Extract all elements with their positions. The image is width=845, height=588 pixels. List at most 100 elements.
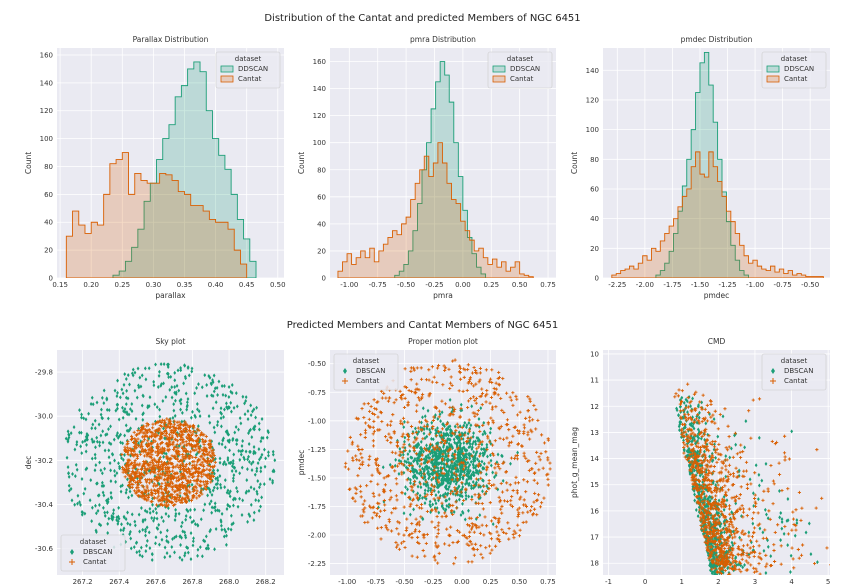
- point-cantat: [507, 428, 511, 432]
- point-cantat: [493, 544, 498, 548]
- point-dbscan: [455, 441, 459, 446]
- point-cantat: [686, 417, 691, 421]
- x-tick-label: 0.50: [270, 281, 286, 289]
- point-dbscan: [444, 483, 448, 488]
- legend-box: [215, 51, 281, 89]
- point-dbscan: [442, 473, 446, 478]
- point-cantat: [164, 442, 168, 446]
- point-dbscan: [227, 432, 231, 437]
- point-cantat: [514, 531, 518, 535]
- point-cantat: [701, 521, 705, 525]
- point-cantat: [495, 537, 499, 541]
- point-dbscan: [122, 515, 126, 520]
- point-dbscan: [458, 424, 462, 429]
- point-dbscan: [458, 493, 462, 498]
- point-cantat: [173, 437, 177, 442]
- point-dbscan: [232, 496, 236, 501]
- point-dbscan: [716, 434, 720, 439]
- point-cantat: [139, 480, 143, 484]
- point-cantat: [392, 506, 396, 511]
- point-cantat: [424, 480, 428, 484]
- point-dbscan: [453, 448, 457, 453]
- point-dbscan: [73, 502, 77, 507]
- point-dbscan: [125, 428, 129, 433]
- point-dbscan: [190, 366, 194, 371]
- point-cantat: [502, 410, 506, 415]
- point-cantat: [187, 428, 192, 433]
- point-dbscan: [241, 498, 245, 503]
- point-cantat: [132, 445, 136, 449]
- point-dbscan: [162, 451, 166, 456]
- point-cantat: [406, 403, 410, 407]
- point-cantat: [498, 539, 502, 544]
- point-dbscan: [721, 577, 724, 581]
- point-cantat: [466, 381, 470, 385]
- point-cantat: [146, 463, 150, 467]
- point-dbscan: [195, 402, 199, 407]
- y-tick-label: 160: [313, 58, 326, 66]
- point-dbscan: [82, 416, 86, 421]
- point-cantat: [410, 536, 414, 540]
- point-cantat: [164, 487, 169, 491]
- point-cantat: [484, 394, 488, 398]
- point-cantat: [382, 498, 386, 503]
- point-cantat: [131, 478, 136, 483]
- point-cantat: [442, 441, 447, 446]
- point-cantat: [477, 445, 481, 449]
- y-tick-label: -30.2: [35, 457, 53, 465]
- point-cantat: [150, 458, 154, 462]
- point-cantat: [379, 509, 383, 513]
- point-dbscan: [724, 474, 728, 479]
- point-dbscan: [165, 371, 169, 376]
- point-dbscan: [116, 406, 119, 411]
- point-cantat: [146, 442, 150, 446]
- point-dbscan: [90, 456, 94, 461]
- y-tick-label: -1.50: [308, 474, 326, 482]
- point-dbscan: [417, 429, 421, 434]
- point-cantat: [400, 434, 404, 438]
- point-dbscan: [131, 373, 135, 378]
- point-cantat: [181, 476, 185, 480]
- point-dbscan: [403, 439, 406, 444]
- point-dbscan: [135, 550, 139, 555]
- point-dbscan: [437, 476, 441, 481]
- point-cantat: [376, 415, 380, 419]
- point-dbscan: [82, 491, 86, 496]
- point-cantat: [139, 443, 143, 447]
- point-dbscan: [224, 462, 228, 467]
- point-cantat: [162, 461, 167, 465]
- point-dbscan: [193, 522, 197, 527]
- point-dbscan: [213, 504, 217, 509]
- point-dbscan: [476, 436, 480, 441]
- point-dbscan: [75, 442, 79, 447]
- point-cantat: [165, 497, 169, 501]
- point-dbscan: [106, 499, 110, 504]
- point-cantat: [712, 445, 717, 449]
- point-dbscan: [145, 543, 148, 548]
- point-dbscan: [202, 508, 206, 513]
- point-cantat: [541, 466, 545, 470]
- point-dbscan: [126, 477, 129, 482]
- point-cantat: [410, 554, 414, 558]
- point-cantat: [451, 503, 455, 508]
- x-tick-label: 268.0: [219, 578, 239, 586]
- point-cantat: [516, 481, 521, 485]
- point-dbscan: [429, 467, 433, 472]
- point-cantat: [376, 526, 380, 530]
- point-cantat: [500, 408, 504, 412]
- x-tick-label: 0.25: [483, 281, 499, 289]
- point-dbscan: [69, 431, 73, 436]
- point-cantat: [423, 554, 427, 558]
- point-cantat: [694, 460, 698, 464]
- point-dbscan: [100, 471, 104, 476]
- x-tick-label: -0.75: [367, 578, 385, 586]
- point-dbscan: [729, 446, 733, 451]
- point-cantat: [175, 463, 179, 467]
- point-cantat: [178, 487, 182, 491]
- point-cantat: [531, 418, 535, 422]
- point-cantat: [505, 436, 509, 440]
- point-cantat: [202, 483, 206, 487]
- point-dbscan: [134, 540, 138, 545]
- point-cantat: [443, 542, 447, 546]
- point-dbscan: [109, 479, 113, 484]
